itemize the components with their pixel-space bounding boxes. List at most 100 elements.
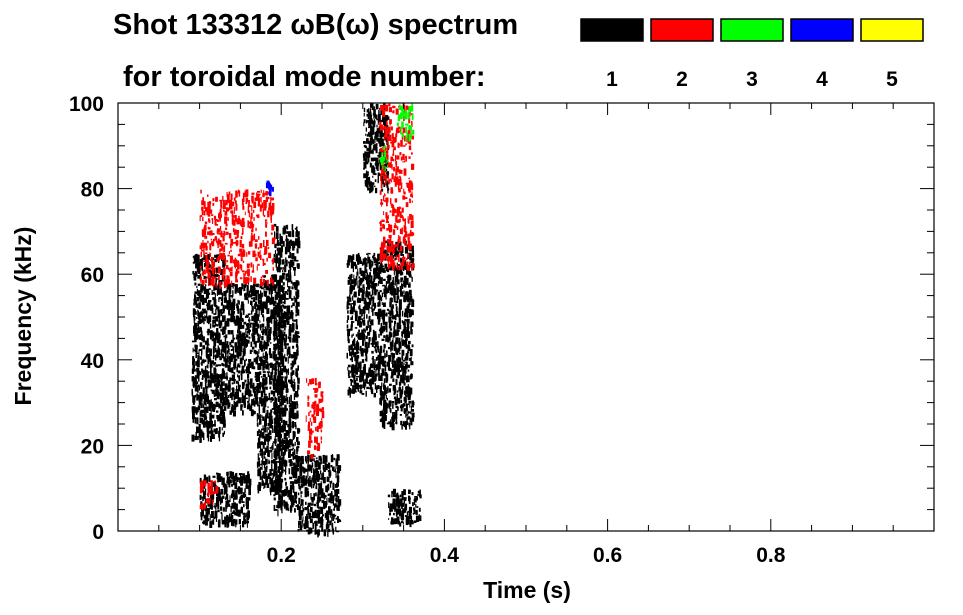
spectrum-cell [283, 499, 285, 507]
spectrum-cell [258, 457, 260, 463]
spectrum-cell [324, 455, 328, 463]
spectrum-cell [204, 235, 208, 239]
spectrum-cell [363, 348, 367, 353]
spectrum-cell [399, 352, 401, 355]
spectrum-cell [297, 350, 299, 353]
spectrum-cell [398, 341, 401, 345]
spectrum-cell [215, 308, 217, 315]
spectrum-cell [406, 321, 408, 326]
spectrum-cell [294, 441, 296, 446]
spectrum-cell [263, 329, 265, 334]
spectrum-cell [271, 274, 275, 279]
spectrum-cell [413, 508, 416, 515]
spectrum-cell [379, 268, 382, 274]
spectrum-cell [383, 383, 385, 390]
spectrum-cell [398, 500, 402, 506]
spectrum-cell [368, 153, 371, 158]
legend-swatch-mode-4 [790, 18, 854, 42]
spectrum-cell [267, 361, 269, 367]
spectrum-cell [235, 521, 237, 528]
spectrum-cell [196, 346, 198, 353]
spectrum-cell [353, 261, 356, 266]
spectrum-cell [328, 513, 330, 516]
spectrum-cell [326, 497, 328, 505]
spectrum-cell [406, 318, 410, 324]
spectrum-cell [369, 284, 371, 288]
spectrum-cell [376, 124, 378, 128]
spectrum-cell [233, 303, 235, 311]
spectrum-cell [280, 285, 283, 288]
spectrum-cell [406, 244, 409, 251]
spectrum-cell [273, 335, 275, 342]
spectrum-cell [292, 315, 294, 322]
spectrum-cell [274, 482, 278, 489]
spectrum-cell [349, 289, 353, 294]
spectrum-cell [245, 383, 249, 389]
spectrum-cell [377, 115, 381, 123]
spectrum-cell [276, 266, 279, 271]
spectrum-cell [216, 410, 219, 413]
spectrum-cell [383, 378, 385, 384]
spectrum-cell [386, 308, 390, 311]
spectrum-cell [285, 386, 288, 393]
spectrum-cell [383, 183, 386, 188]
spectrum-cell [221, 315, 224, 322]
spectrum-cell [382, 325, 386, 332]
spectrum-cell [263, 428, 266, 433]
spectrum-cell [291, 466, 295, 475]
spectrum-cell [352, 371, 355, 378]
spectrum-cell [194, 375, 197, 377]
spectrum-cell [194, 333, 198, 341]
spectrum-cell [257, 390, 261, 393]
spectrum-cell [244, 294, 247, 300]
legend-swatch-mode-3 [720, 18, 784, 42]
spectrum-cell [389, 423, 392, 428]
spectrum-cell [195, 300, 197, 308]
spectrum-cell [378, 281, 380, 286]
spectrum-cell [233, 405, 235, 407]
spectrum-cell [271, 452, 273, 460]
spectrum-cell [210, 376, 213, 384]
spectrum-cell [357, 280, 359, 287]
spectrum-cell [310, 503, 314, 506]
spectrum-cell [361, 329, 364, 335]
spectrum-cell [388, 403, 391, 409]
spectrum-cell [390, 332, 393, 338]
spectrum-cell [200, 276, 202, 280]
spectrum-cell [222, 373, 226, 379]
spectrum-cell [236, 260, 240, 264]
spectrum-cell [210, 334, 215, 338]
spectrum-cell [265, 231, 267, 237]
spectrum-cell [237, 397, 241, 399]
spectrum-cell [288, 255, 292, 259]
spectrum-cell [351, 315, 353, 319]
spectrum-cell [393, 371, 397, 376]
spectrum-cell [280, 345, 283, 350]
spectrum-cell [351, 320, 353, 328]
spectrum-cell [374, 163, 377, 166]
spectrum-cell [385, 350, 388, 353]
spectrum-cell [396, 329, 398, 337]
spectrum-cell [327, 487, 330, 489]
spectrum-cell [213, 339, 217, 347]
spectrum-cell [197, 384, 200, 387]
spectrum-cell [299, 462, 303, 469]
spectrum-cell [376, 385, 378, 389]
spectrum-cell [279, 320, 281, 325]
spectrum-cell [331, 466, 335, 471]
spectrum-cell [367, 252, 371, 255]
spectrum-cell [290, 310, 293, 318]
spectrum-cell [286, 373, 288, 379]
spectrum-cell [201, 257, 204, 260]
spectrum-cell [360, 318, 362, 321]
spectrum-cell [211, 414, 215, 419]
spectrum-cell [317, 511, 320, 519]
spectrum-cell [328, 462, 331, 469]
spectrum-cell [395, 306, 398, 312]
spectrum-cell [265, 378, 268, 380]
spectrum-cell [284, 357, 288, 362]
spectrum-cell [355, 275, 358, 280]
spectrum-cell [353, 352, 356, 356]
spectrum-cell [233, 506, 236, 510]
spectrum-cell [406, 512, 409, 516]
